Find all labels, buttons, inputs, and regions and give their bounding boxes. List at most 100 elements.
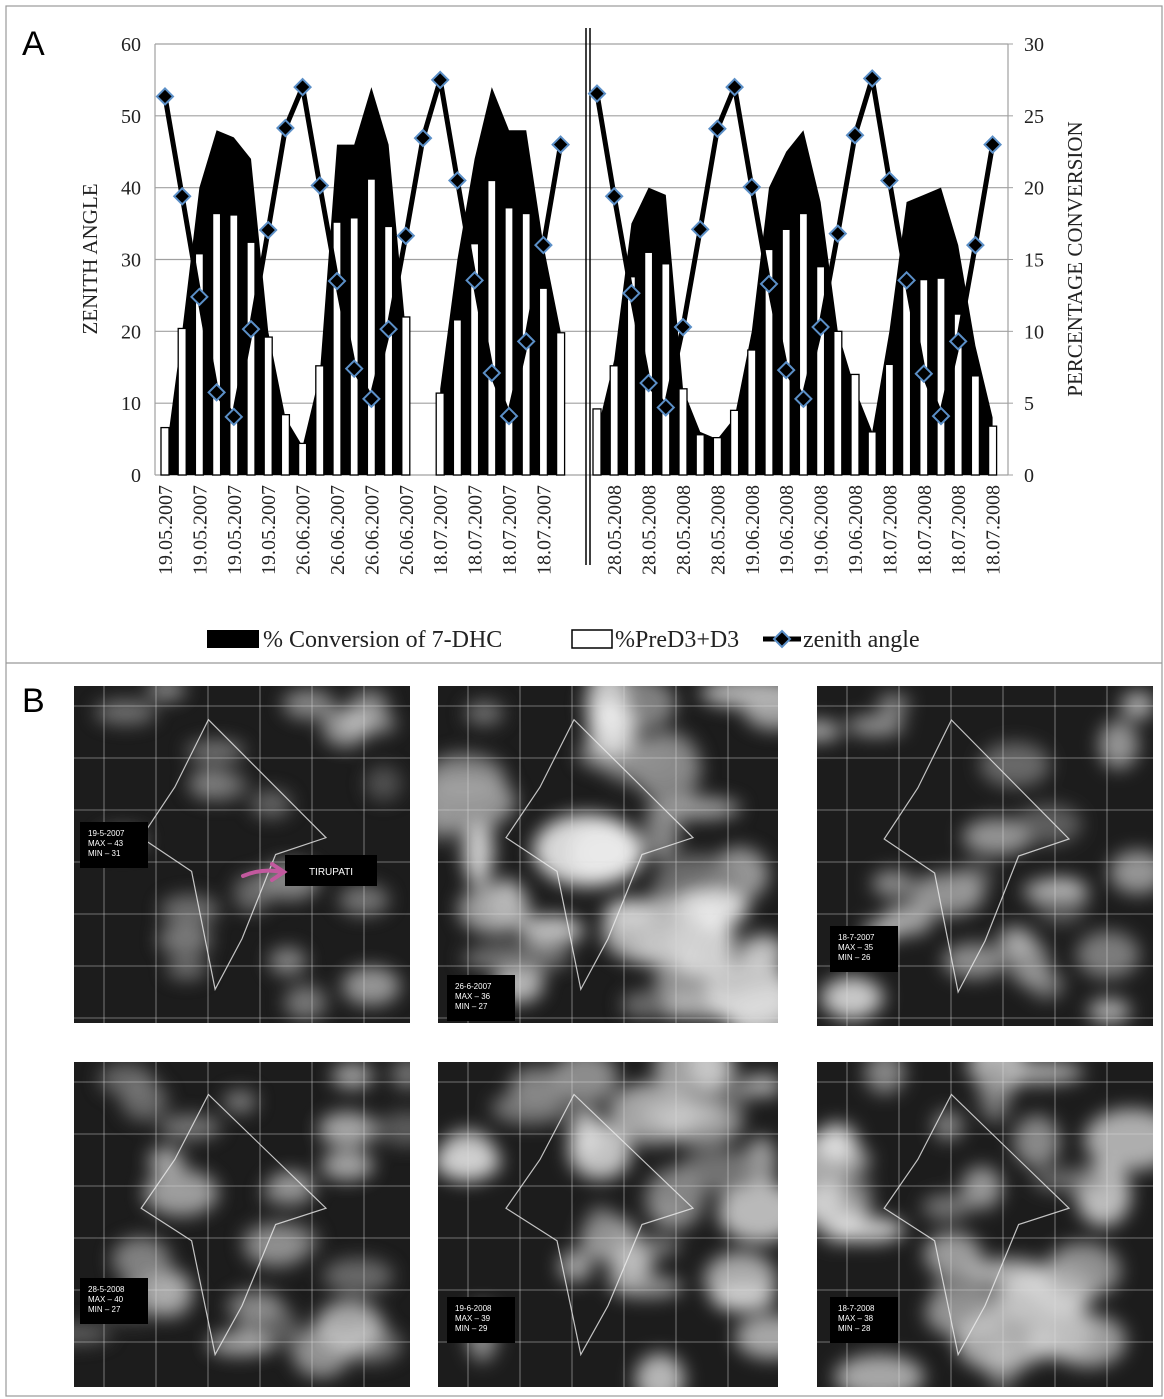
y2-tick-label: 5: [1024, 393, 1034, 415]
cloud: [365, 765, 402, 802]
x-tick-label: 19.05.2007: [155, 485, 177, 575]
marker: [759, 274, 779, 294]
y-tick-label: 0: [131, 465, 141, 487]
bar: [936, 277, 946, 476]
cloud: [825, 976, 879, 1021]
image-label-box: [447, 1297, 515, 1343]
marker: [551, 135, 571, 154]
cloud: [260, 1181, 314, 1205]
x-tick-label: 18.07.2008: [879, 485, 901, 575]
x-tick-label: 28.05.2008: [639, 485, 661, 575]
cloud: [1098, 720, 1139, 770]
cloud: [99, 1063, 153, 1096]
legend-key: [772, 629, 792, 649]
cloud: [464, 700, 504, 726]
image-label: MIN – 26: [838, 953, 871, 962]
bar: [332, 221, 342, 476]
marker: [344, 359, 364, 379]
x-tick-label: 18.07.2008: [914, 485, 936, 575]
bar: [884, 363, 895, 476]
marker: [742, 177, 762, 197]
cloud: [463, 816, 494, 886]
y-tick-label: 10: [121, 393, 141, 415]
bar: [366, 178, 377, 476]
bar: [661, 263, 671, 476]
bar: [729, 409, 740, 476]
location-arrow: [241, 862, 288, 882]
cloud: [979, 742, 1051, 788]
y2-tick-label: 15: [1024, 250, 1044, 272]
marker: [155, 87, 175, 106]
cloud: [166, 956, 207, 980]
x-tick-label: 18.07.2008: [983, 485, 1005, 575]
image-label: MIN – 29: [455, 1324, 488, 1333]
bar: [867, 431, 877, 476]
bar: [538, 287, 549, 476]
bar: [987, 425, 998, 476]
cloud: [688, 1062, 726, 1089]
marker: [725, 77, 745, 97]
image-label: MIN – 27: [455, 1002, 488, 1011]
cloud: [871, 870, 914, 897]
image-label: 26-6-2007: [455, 982, 492, 991]
cloud: [922, 1193, 971, 1221]
marker: [707, 119, 727, 139]
y2-tick-label: 10: [1024, 321, 1044, 343]
coastline: [505, 1093, 695, 1357]
image-label-box: [830, 926, 898, 972]
x-tick-label: 28.05.2008: [707, 485, 729, 575]
frame: [5, 5, 1163, 1397]
image-label: MAX – 36: [455, 992, 491, 1001]
clouds: [438, 686, 778, 1023]
image-label-box: [447, 975, 515, 1021]
cloud: [961, 1166, 1003, 1210]
image-label-box: [830, 1297, 898, 1343]
cloud: [718, 1181, 778, 1243]
cloud: [1036, 887, 1086, 925]
cloud: [331, 1062, 374, 1090]
y-tick-label: 50: [121, 106, 141, 128]
bar: [678, 388, 688, 476]
x-tick-label: 19.06.2008: [811, 485, 833, 575]
marker: [361, 389, 381, 409]
cloud: [558, 1250, 593, 1283]
x-tick-label: 19.06.2008: [776, 485, 798, 575]
bar: [764, 248, 774, 476]
cloud: [744, 692, 778, 730]
image-label: 18-7-2007: [838, 933, 875, 942]
y2-axis-title: PERCENTAGE CONVERSION: [1063, 121, 1087, 396]
legend-key: [571, 629, 613, 649]
bar: [280, 414, 291, 476]
bar: [160, 426, 170, 476]
chart: 0 10 20 30 40 50 60 0 5 10 15 20 25 30 ZENITH ANGLE PER…: [78, 28, 1087, 653]
bar: [229, 214, 239, 476]
marker: [241, 319, 261, 339]
cloud: [227, 1289, 283, 1323]
cloud: [735, 1314, 778, 1359]
bar: [297, 442, 308, 476]
marker: [275, 118, 295, 138]
bar: [504, 207, 514, 476]
x-tick-label: 19.05.2007: [258, 485, 280, 575]
x-tick-label: 28.05.2008: [604, 485, 626, 575]
x-tick-label: 19.05.2007: [224, 485, 246, 575]
x-tick-label: 26.06.2007: [327, 485, 349, 575]
bar: [815, 266, 826, 476]
y-tick-label: 30: [121, 250, 141, 272]
bar: [833, 330, 843, 476]
cloud: [519, 915, 585, 946]
x-tick-label: 18.07.2008: [948, 485, 970, 575]
x-tick-label: 18.07.2007: [465, 485, 487, 575]
marker: [621, 283, 641, 303]
bar: [401, 316, 411, 476]
marker: [879, 171, 899, 190]
cloud: [111, 1237, 171, 1282]
cloud: [1084, 1108, 1153, 1171]
image-label: MAX – 38: [838, 1314, 874, 1323]
cloud: [704, 1251, 778, 1308]
marker: [673, 317, 693, 337]
image-label-box: [80, 1278, 148, 1324]
bar: [901, 280, 912, 476]
y-axis-title: ZENITH ANGLE: [78, 183, 102, 334]
cloud: [157, 923, 212, 956]
